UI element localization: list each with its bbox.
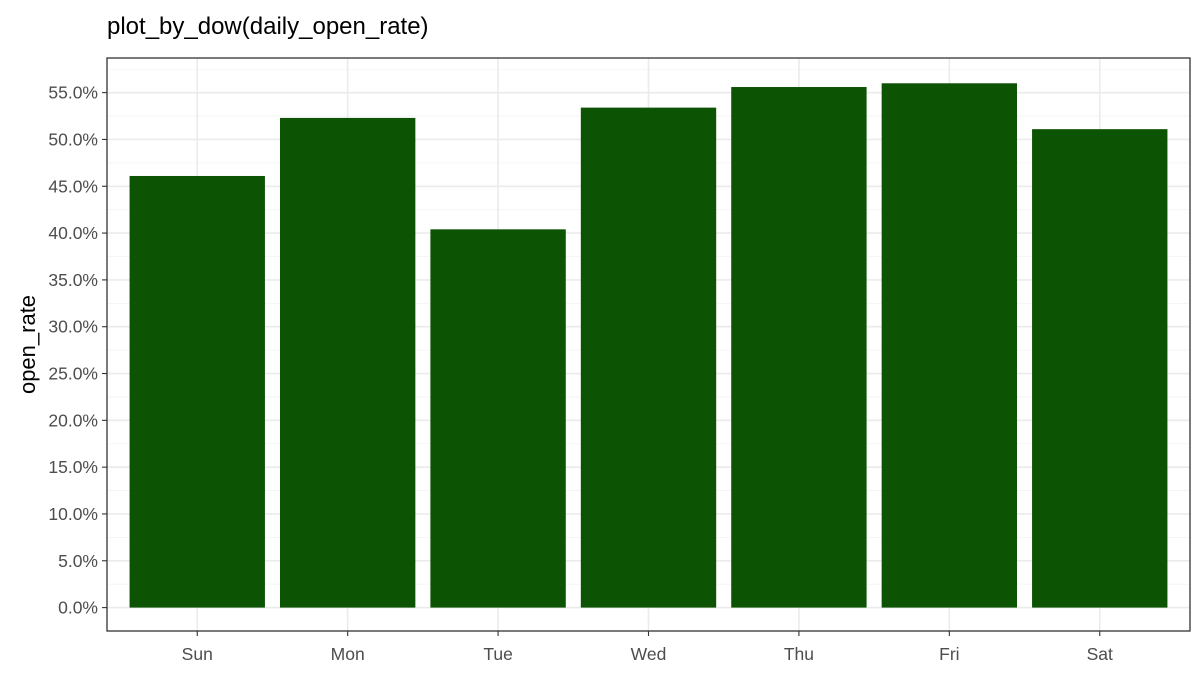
y-tick-label: 35.0% xyxy=(48,270,98,290)
x-tick-label: Sun xyxy=(182,644,213,664)
bar-fri xyxy=(881,83,1018,608)
x-tick-label: Tue xyxy=(483,644,513,664)
y-tick-label: 0.0% xyxy=(58,598,98,618)
x-tick-label: Thu xyxy=(784,644,814,664)
y-tick-label: 30.0% xyxy=(48,317,98,337)
x-tick-label: Wed xyxy=(631,644,667,664)
y-tick-label: 50.0% xyxy=(48,129,98,149)
x-axis: Sun Mon Tue Wed Thu Fri Sat xyxy=(182,631,1113,664)
bar-sat xyxy=(1032,129,1168,608)
y-tick-label: 5.0% xyxy=(58,551,98,571)
bar-wed xyxy=(580,107,717,608)
y-tick-label: 20.0% xyxy=(48,410,98,430)
bars xyxy=(129,83,1168,608)
y-tick-label: 45.0% xyxy=(48,176,98,196)
y-tick-label: 55.0% xyxy=(48,83,98,103)
x-tick-label: Mon xyxy=(331,644,365,664)
y-axis-title: open_rate xyxy=(15,295,40,394)
y-tick-label: 40.0% xyxy=(48,223,98,243)
x-tick-label: Fri xyxy=(939,644,959,664)
y-axis: 0.0% 5.0% 10.0% 15.0% 20.0% 25.0% 30.0% 35.0% 40… xyxy=(48,83,107,618)
chart-title: plot_by_dow(daily_open_rate) xyxy=(107,13,429,40)
y-tick-label: 15.0% xyxy=(48,457,98,477)
y-tick-label: 25.0% xyxy=(48,364,98,384)
bar-tue xyxy=(430,229,566,608)
bar-thu xyxy=(731,87,867,608)
x-tick-label: Sat xyxy=(1087,644,1113,664)
bar-sun xyxy=(129,175,265,608)
bar-mon xyxy=(279,117,416,608)
y-tick-label: 10.0% xyxy=(48,504,98,524)
